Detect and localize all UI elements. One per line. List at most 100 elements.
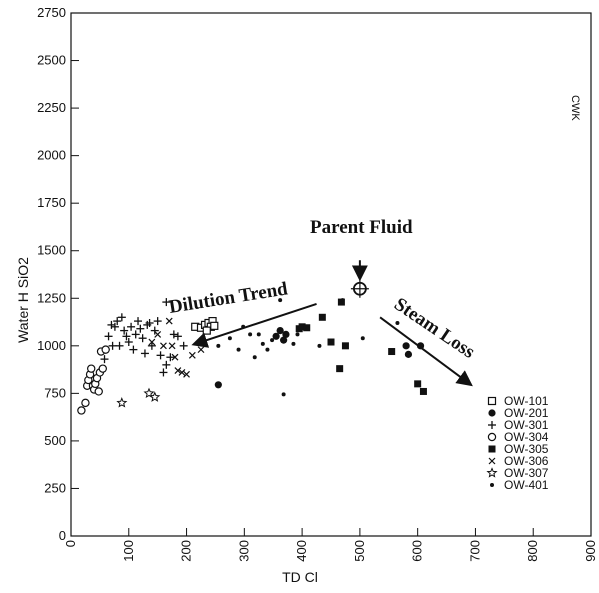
point-ow-301 — [173, 332, 182, 341]
point-ow-301 — [108, 341, 117, 350]
data-points — [77, 279, 427, 415]
point-ow-301 — [166, 353, 175, 362]
x-tick-label: 500 — [352, 540, 367, 562]
legend-marker-ow-305 — [488, 445, 496, 453]
point-ow-301 — [127, 322, 136, 331]
legend-marker-ow-306 — [488, 457, 496, 465]
parent-fluid-label: Parent Fluid — [310, 217, 413, 238]
point-ow-301 — [107, 320, 116, 329]
y-axis: 0 250 500 750 1000 1250 1500 1750 2000 2250 2500 27… — [37, 5, 79, 543]
point-ow-101 — [210, 321, 219, 330]
dilution-trend-label: Dilution Trend — [167, 278, 289, 318]
point-ow-301 — [100, 355, 109, 364]
point-ow-301 — [117, 313, 126, 322]
point-ow-304 — [81, 398, 90, 408]
point-ow-301 — [150, 326, 159, 335]
point-ow-401 — [252, 355, 257, 360]
point-ow-306 — [171, 353, 179, 361]
point-ow-201 — [214, 381, 222, 389]
point-ow-304 — [98, 364, 107, 373]
point-ow-307 — [143, 387, 155, 399]
legend: OW-101OW-201OW-301OW-304OW-305OW-306OW-3… — [486, 394, 549, 492]
point-ow-301 — [140, 349, 149, 358]
point-ow-201 — [402, 342, 410, 350]
point-ow-306 — [178, 369, 186, 376]
legend-marker-ow-101 — [487, 396, 497, 406]
legend-marker-ow-401 — [490, 483, 494, 487]
x-tick-label: 300 — [236, 540, 251, 562]
point-ow-401 — [270, 338, 275, 343]
point-ow-401 — [317, 343, 322, 348]
point-ow-305 — [318, 313, 326, 321]
y-tick-label: 750 — [44, 385, 66, 400]
point-ow-301 — [147, 341, 156, 350]
y-tick-label: 1500 — [37, 243, 66, 258]
y-tick-label: 500 — [44, 433, 66, 448]
point-ow-301 — [169, 330, 178, 339]
point-ow-306 — [165, 317, 173, 325]
point-ow-301 — [156, 351, 165, 360]
x-axis-title: TD Cl — [282, 569, 318, 585]
point-ow-305 — [414, 380, 422, 388]
legend-marker-ow-307 — [486, 467, 498, 478]
y-tick-label: 1250 — [37, 290, 66, 305]
corner-label: CWK — [569, 95, 581, 121]
legend-marker-ow-201 — [488, 409, 496, 417]
x-tick-label: 0 — [63, 540, 78, 547]
x-tick-label: 400 — [294, 540, 309, 562]
point-ow-306 — [160, 342, 167, 350]
point-ow-301 — [153, 317, 162, 326]
point-ow-301 — [131, 330, 140, 339]
x-tick-label: 700 — [467, 540, 482, 562]
point-ow-305 — [327, 338, 335, 346]
legend-marker-ow-304 — [487, 432, 497, 442]
legend-marker-ow-301 — [488, 421, 496, 429]
legend-label-ow-305: OW-305 — [504, 442, 549, 456]
point-ow-301 — [115, 341, 124, 350]
point-ow-305 — [298, 323, 306, 331]
point-ow-401 — [260, 341, 265, 346]
legend-label-ow-401: OW-401 — [504, 478, 549, 492]
annotations: Parent Fluid Dilution Trend Steam Loss — [167, 217, 478, 363]
point-ow-305 — [388, 348, 396, 356]
point-ow-306 — [197, 346, 205, 354]
point-ow-306 — [148, 338, 156, 346]
x-axis: 0 100 200 300 400 500 600 700 800 900 — [63, 528, 598, 562]
point-ow-301 — [124, 338, 133, 347]
point-ow-401 — [305, 326, 310, 331]
y-tick-label: 250 — [44, 480, 66, 495]
point-ow-401 — [291, 341, 296, 346]
point-ow-401 — [395, 320, 400, 325]
point-ow-301 — [120, 326, 129, 335]
y-axis-title: Water H SiO2 — [15, 257, 31, 343]
legend-label-ow-304: OW-304 — [504, 430, 549, 444]
plot-frame — [70, 12, 592, 537]
point-ow-301 — [162, 360, 171, 369]
point-ow-304 — [94, 387, 103, 396]
steam-loss-label: Steam Loss — [390, 294, 478, 363]
point-ow-305 — [341, 342, 349, 350]
point-ow-306 — [174, 367, 182, 374]
y-tick-label: 1750 — [37, 195, 66, 210]
point-ow-301 — [159, 368, 168, 377]
point-ow-301 — [113, 317, 122, 326]
legend-label-ow-301: OW-301 — [504, 418, 549, 432]
y-tick-label: 2500 — [37, 53, 66, 68]
legend-label-ow-307: OW-307 — [504, 466, 549, 480]
point-ow-305 — [336, 365, 344, 373]
point-ow-401 — [265, 347, 270, 352]
point-ow-201 — [404, 350, 413, 358]
point-ow-201 — [272, 332, 280, 340]
steam-loss-arrow — [379, 316, 473, 387]
point-ow-401 — [216, 343, 221, 348]
point-ow-201 — [282, 330, 290, 339]
point-ow-301 — [104, 332, 113, 341]
point-ow-401 — [236, 347, 241, 352]
annotation-arrows — [191, 260, 473, 387]
point-ow-307 — [149, 391, 161, 402]
point-ow-301 — [136, 324, 145, 333]
point-ow-301 — [162, 298, 171, 307]
point-ow-401 — [340, 298, 345, 303]
y-tick-label: 2750 — [37, 5, 66, 20]
